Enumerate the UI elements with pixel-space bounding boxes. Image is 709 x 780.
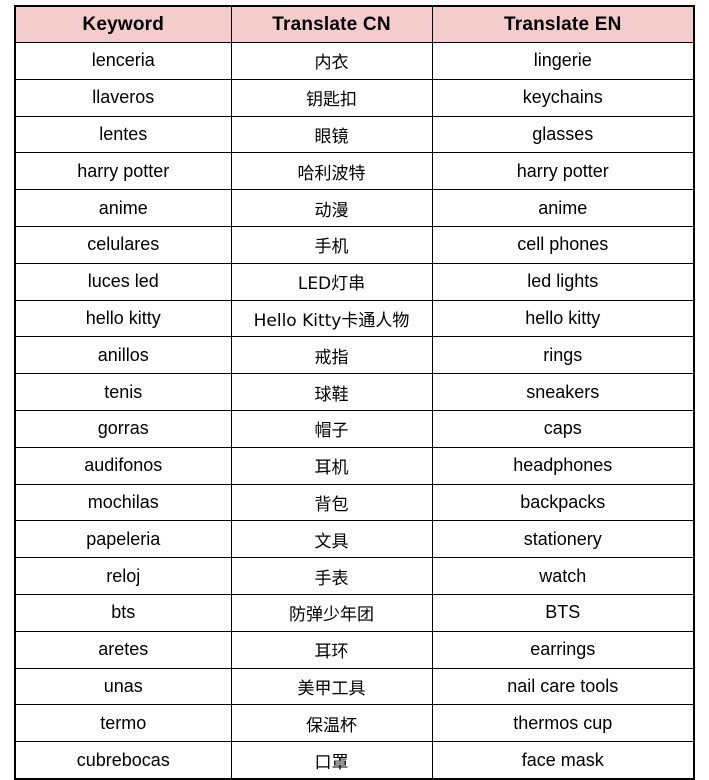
cell-translate-cn: 口罩: [230, 741, 433, 780]
table-row: gorras 帽子 caps: [14, 409, 695, 448]
cell-translate-cn: 钥匙扣: [230, 78, 433, 117]
cell-translate-cn: 内衣: [230, 42, 433, 80]
table-row: anillos 戒指 rings: [14, 336, 695, 375]
cell-translate-cn: 耳环: [230, 630, 433, 669]
column-header-keyword: Keyword: [14, 5, 232, 43]
cell-translate-en: hello kitty: [431, 299, 695, 338]
table-row: termo 保温杯 thermos cup: [14, 704, 695, 743]
cell-translate-en: keychains: [431, 78, 695, 117]
cell-translate-cn: 保温杯: [230, 704, 433, 743]
keyword-translation-table-container: Keyword Translate CN Translate EN lencer…: [14, 5, 695, 780]
table-row: unas 美甲工具 nail care tools: [14, 667, 695, 706]
cell-translate-en: earrings: [431, 630, 695, 669]
cell-keyword: harry potter: [14, 152, 232, 191]
cell-translate-cn: 球鞋: [230, 373, 433, 411]
cell-translate-en: sneakers: [431, 373, 695, 411]
cell-translate-en: watch: [431, 557, 695, 595]
cell-translate-cn: 眼镜: [230, 115, 433, 154]
table-row: papeleria 文具 stationery: [14, 520, 695, 559]
cell-keyword: unas: [14, 667, 232, 706]
cell-keyword: gorras: [14, 409, 232, 448]
keyword-translation-table: Keyword Translate CN Translate EN lencer…: [14, 5, 695, 780]
cell-translate-cn: 帽子: [230, 409, 433, 448]
cell-translate-cn: 戒指: [230, 336, 433, 375]
cell-translate-cn: 哈利波特: [230, 152, 433, 191]
cell-translate-en: anime: [431, 189, 695, 227]
cell-translate-cn: LED灯串: [230, 262, 433, 301]
column-header-translate-en: Translate EN: [431, 5, 695, 43]
cell-keyword: lenceria: [14, 42, 232, 80]
cell-translate-cn: 手机: [230, 225, 433, 264]
cell-translate-cn: 动漫: [230, 189, 433, 227]
table-header: Keyword Translate CN Translate EN: [14, 5, 695, 43]
cell-keyword: bts: [14, 593, 232, 632]
cell-keyword: anillos: [14, 336, 232, 375]
cell-keyword: celulares: [14, 225, 232, 264]
cell-keyword: lentes: [14, 115, 232, 154]
cell-keyword: reloj: [14, 557, 232, 595]
cell-keyword: anime: [14, 189, 232, 227]
cell-translate-cn: 美甲工具: [230, 667, 433, 706]
table-row: celulares 手机 cell phones: [14, 225, 695, 264]
cell-translate-en: BTS: [431, 593, 695, 632]
cell-translate-en: stationery: [431, 520, 695, 559]
table-row: tenis 球鞋 sneakers: [14, 373, 695, 411]
cell-translate-en: cell phones: [431, 225, 695, 264]
cell-translate-en: glasses: [431, 115, 695, 154]
column-header-translate-cn: Translate CN: [230, 5, 433, 43]
table-header-row: Keyword Translate CN Translate EN: [14, 5, 695, 43]
cell-translate-cn: 耳机: [230, 446, 433, 485]
table-row: reloj 手表 watch: [14, 557, 695, 595]
cell-translate-en: led lights: [431, 262, 695, 301]
table-row: luces led LED灯串 led lights: [14, 262, 695, 301]
table-row: lenceria 内衣 lingerie: [14, 42, 695, 80]
cell-translate-cn: 防弹少年团: [230, 593, 433, 632]
cell-keyword: termo: [14, 704, 232, 743]
cell-keyword: llaveros: [14, 78, 232, 117]
cell-translate-en: lingerie: [431, 42, 695, 80]
cell-translate-en: backpacks: [431, 483, 695, 522]
cell-translate-en: rings: [431, 336, 695, 375]
table-row: audifonos 耳机 headphones: [14, 446, 695, 485]
cell-translate-cn: 背包: [230, 483, 433, 522]
table-row: hello kitty Hello Kitty卡通人物 hello kitty: [14, 299, 695, 338]
cell-translate-en: harry potter: [431, 152, 695, 191]
cell-keyword: cubrebocas: [14, 741, 232, 780]
table-row: cubrebocas 口罩 face mask: [14, 741, 695, 780]
cell-keyword: audifonos: [14, 446, 232, 485]
cell-translate-en: thermos cup: [431, 704, 695, 743]
cell-translate-cn: Hello Kitty卡通人物: [230, 299, 433, 338]
table-body: lenceria 内衣 lingerie llaveros 钥匙扣 keychains le…: [14, 42, 695, 780]
cell-translate-en: caps: [431, 409, 695, 448]
cell-translate-en: headphones: [431, 446, 695, 485]
cell-translate-cn: 手表: [230, 557, 433, 595]
cell-keyword: aretes: [14, 630, 232, 669]
cell-keyword: hello kitty: [14, 299, 232, 338]
table-row: mochilas 背包 backpacks: [14, 483, 695, 522]
cell-translate-cn: 文具: [230, 520, 433, 559]
table-row: anime 动漫 anime: [14, 189, 695, 227]
cell-translate-en: face mask: [431, 741, 695, 780]
cell-keyword: mochilas: [14, 483, 232, 522]
table-row: aretes 耳环 earrings: [14, 630, 695, 669]
table-row: lentes 眼镜 glasses: [14, 115, 695, 154]
cell-keyword: papeleria: [14, 520, 232, 559]
cell-translate-en: nail care tools: [431, 667, 695, 706]
table-row: harry potter 哈利波特 harry potter: [14, 152, 695, 191]
cell-keyword: luces led: [14, 262, 232, 301]
table-row: llaveros 钥匙扣 keychains: [14, 78, 695, 117]
cell-keyword: tenis: [14, 373, 232, 411]
table-row: bts 防弹少年团 BTS: [14, 593, 695, 632]
